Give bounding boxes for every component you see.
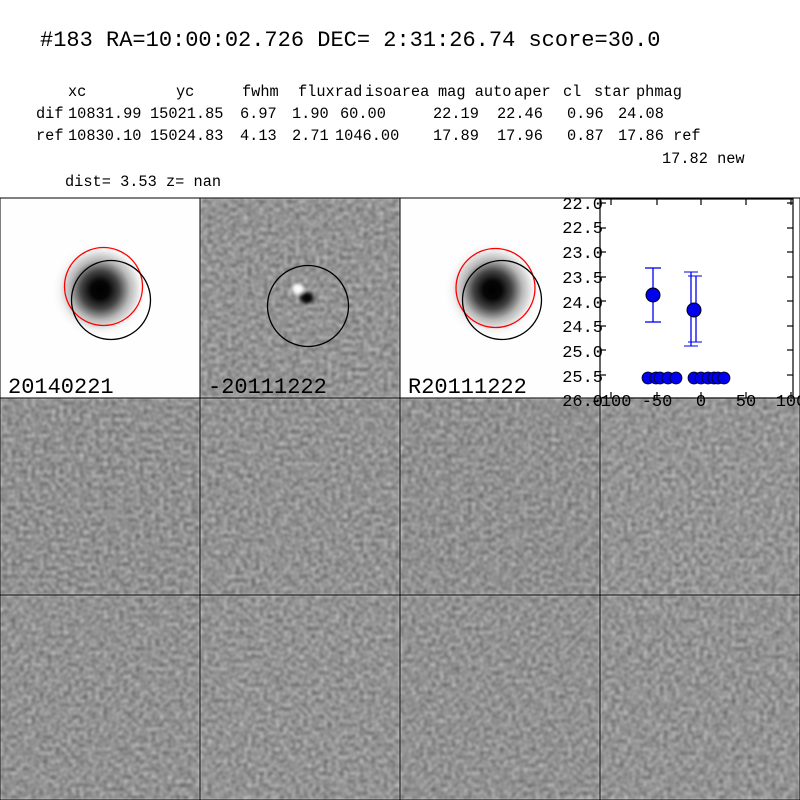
svg-text:17.96: 17.96 — [497, 127, 543, 145]
svg-text:yc: yc — [176, 83, 194, 101]
svg-text:24.0: 24.0 — [562, 295, 603, 314]
svg-text:17.89: 17.89 — [433, 127, 479, 145]
svg-text:R20111222: R20111222 — [408, 375, 527, 400]
svg-text:aper: aper — [514, 83, 551, 101]
svg-text:25.0: 25.0 — [562, 344, 603, 363]
svg-text:xc: xc — [68, 83, 86, 101]
svg-text:mag auto: mag auto — [438, 83, 511, 101]
svg-text:24.5: 24.5 — [562, 319, 603, 338]
svg-text:17.86 ref: 17.86 ref — [618, 127, 701, 145]
svg-text:cl: cl — [563, 83, 581, 101]
svg-text:22.19: 22.19 — [433, 105, 479, 123]
svg-text:10831.99: 10831.99 — [68, 105, 141, 123]
svg-text:22.5: 22.5 — [562, 220, 603, 239]
svg-text:10830.10: 10830.10 — [68, 127, 141, 145]
svg-text:0.96: 0.96 — [567, 105, 604, 123]
svg-text:4.13: 4.13 — [240, 127, 277, 145]
svg-text:2.71: 2.71 — [292, 127, 329, 145]
svg-text:20140221: 20140221 — [8, 375, 114, 400]
svg-text:60.00: 60.00 — [340, 105, 386, 123]
svg-text:#183 RA=10:00:02.726 DEC= 2:: #183 RA=10:00:02.726 DEC= 2:31:26.74 sco… — [40, 28, 661, 53]
svg-text:22.0: 22.0 — [562, 196, 603, 215]
svg-text:ref: ref — [36, 127, 64, 145]
svg-text:dif: dif — [36, 105, 64, 123]
svg-text:15021.85: 15021.85 — [150, 105, 223, 123]
svg-text:22.46: 22.46 — [497, 105, 543, 123]
svg-text:isoarea: isoarea — [365, 83, 429, 101]
svg-text:23.5: 23.5 — [562, 270, 603, 289]
svg-text:-20111222: -20111222 — [208, 375, 327, 400]
svg-text:1.90: 1.90 — [292, 105, 329, 123]
svg-text:dist= 3.53 z= nan: dist= 3.53 z= nan — [65, 173, 221, 191]
svg-text:23.0: 23.0 — [562, 245, 603, 264]
svg-text:15024.83: 15024.83 — [150, 127, 223, 145]
svg-text:fluxrad: fluxrad — [298, 83, 362, 101]
svg-text:fwhm: fwhm — [242, 83, 279, 101]
svg-text:25.5: 25.5 — [562, 369, 603, 388]
svg-text:100: 100 — [776, 393, 800, 412]
svg-text:6.97: 6.97 — [240, 105, 277, 123]
svg-text:17.82 new: 17.82 new — [662, 150, 745, 168]
svg-text:24.08: 24.08 — [618, 105, 664, 123]
svg-text:star: star — [594, 83, 631, 101]
svg-text:0.87: 0.87 — [567, 127, 604, 145]
svg-text:phmag: phmag — [636, 83, 682, 101]
svg-text:1046.00: 1046.00 — [335, 127, 399, 145]
